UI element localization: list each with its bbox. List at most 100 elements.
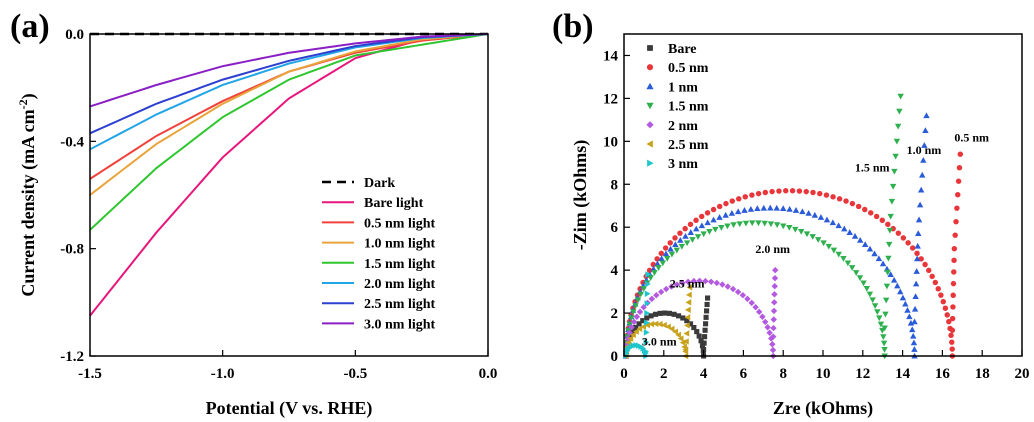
series-2-point: [909, 326, 916, 333]
annotation-label: 1.0 nm: [907, 143, 942, 157]
series-4-point: [630, 318, 638, 326]
series-0-point: [701, 347, 707, 353]
panel-b: (b) 0 2 4 6 8 10 12 14 16 18 20 0 2 4 6 8 10 12 14 0.5 nm…: [552, 8, 1030, 419]
series-5-point: [686, 284, 693, 291]
series-2-point: [875, 255, 883, 262]
legend-marker-1: [646, 64, 654, 71]
series-2-point: [861, 241, 869, 248]
x-tick-label: 16: [935, 366, 951, 382]
series-0-point: [705, 295, 711, 301]
series-1-point: [662, 245, 669, 251]
series-2-point: [911, 318, 918, 325]
series-2-point: [823, 216, 831, 223]
series-4-point: [690, 277, 698, 285]
series-1-point: [693, 217, 699, 223]
series-5-point: [675, 331, 681, 339]
series-0-point: [633, 324, 639, 331]
legend-label-3: 1.0 nm light: [364, 237, 436, 252]
series-3-point: [897, 93, 904, 100]
x-tick-label: 18: [975, 366, 990, 382]
legend-marker-6: [647, 159, 654, 167]
series-2-point: [906, 313, 913, 320]
series-3-point: [892, 153, 899, 160]
panel-b-x-ticks: 0 2 4 6 8 10 12 14 16 18 20: [620, 350, 1030, 382]
series-1-point: [949, 346, 955, 352]
series-2-point: [747, 206, 755, 212]
series-4-point: [648, 295, 656, 303]
series-3-point: [809, 234, 816, 240]
annotation-label: 0.5 nm: [954, 130, 989, 144]
series-1-point: [776, 188, 782, 194]
series-4-point: [759, 313, 766, 320]
series-2-point: [920, 157, 927, 163]
series-5-point: [682, 338, 689, 345]
series-1-point: [948, 332, 954, 339]
series-1-point: [951, 257, 957, 264]
series-3-point: [651, 270, 658, 276]
legend-marker-3: [646, 102, 654, 110]
legend-marker-4: [646, 121, 654, 129]
legend-label-3: 1.5 nm: [668, 100, 709, 115]
series-3-point: [798, 228, 805, 235]
series-2-point: [805, 210, 812, 216]
series-2-point: [913, 268, 920, 274]
series-2-point: [667, 245, 674, 252]
series-2-point: [919, 171, 926, 178]
series-1-point: [955, 191, 961, 198]
series-2-point: [897, 288, 904, 295]
series-3-point: [637, 291, 645, 298]
series-5-point: [627, 335, 634, 342]
series-0-point: [694, 329, 700, 335]
series-4-point: [748, 299, 755, 307]
series-3-point: [803, 231, 811, 238]
series-3-point: [876, 315, 883, 322]
series-2-point: [912, 293, 919, 300]
annotation-label: 1.5 nm: [855, 160, 890, 174]
series-4-point: [755, 308, 763, 316]
series-3-point: [866, 291, 874, 298]
series-1-point: [823, 192, 830, 198]
series-2-point: [786, 206, 793, 212]
panel-b-label: (b): [552, 8, 594, 45]
series-5-point: [682, 346, 689, 353]
series-4-point: [696, 277, 703, 285]
series-1-point: [849, 200, 856, 207]
series-4-point: [752, 304, 759, 311]
series-3-point: [880, 334, 887, 340]
series-3-point: [700, 231, 707, 238]
series-3-point: [888, 198, 896, 205]
series-3-point: [786, 225, 793, 231]
series-3-point: [885, 255, 892, 262]
series-4-point: [729, 285, 737, 293]
series-1-point: [957, 151, 964, 157]
series-2-point: [841, 225, 848, 232]
series-3-point: [884, 269, 891, 276]
series-3-point: [896, 108, 903, 115]
series-5-point: [685, 299, 692, 306]
series-4-point: [628, 324, 635, 331]
series-2-point: [658, 255, 665, 262]
series-4-point: [633, 313, 641, 320]
series-6-point: [644, 309, 651, 317]
series-2-point: [693, 225, 700, 232]
y-tick-label: 0.0: [65, 27, 84, 43]
series-4-point: [668, 283, 675, 290]
series-1-point: [944, 312, 950, 318]
panel-a-legend: Dark Bare light 0.5 nm light 1.0 nm light 1.…: [322, 176, 436, 332]
series-1-point: [956, 164, 963, 171]
series-line-4: [89, 33, 489, 231]
series-1-point: [950, 304, 956, 310]
series-3-point: [848, 265, 856, 271]
series-1-point: [918, 256, 924, 262]
series-5-point: [684, 314, 691, 321]
series-3-point: [659, 260, 666, 267]
series-3-point: [724, 223, 731, 230]
series-2-point: [722, 211, 729, 218]
series-3-point: [844, 260, 852, 267]
series-2-point: [914, 242, 921, 249]
series-1-point: [658, 250, 665, 257]
series-2-point: [682, 232, 689, 239]
legend-label-2: 0.5 nm light: [364, 216, 436, 231]
series-1-point: [682, 225, 688, 232]
series-2-point: [921, 142, 928, 148]
